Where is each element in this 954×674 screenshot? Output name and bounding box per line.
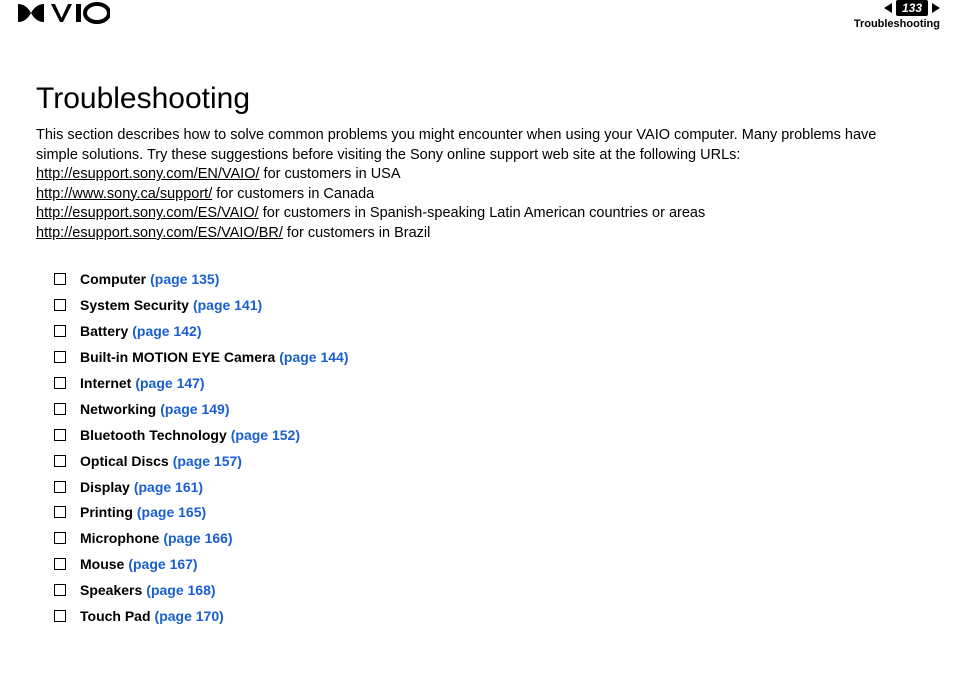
list-item: Computer(page 135) <box>54 267 918 293</box>
list-item: System Security(page 141) <box>54 293 918 319</box>
bullet-icon <box>54 481 66 493</box>
page-number-badge: 133 <box>896 0 928 16</box>
topic-label: Bluetooth Technology <box>80 423 227 449</box>
support-link-usa-suffix: for customers in USA <box>260 166 401 182</box>
bullet-icon <box>54 455 66 467</box>
page-title: Troubleshooting <box>36 82 918 116</box>
topics-list: Computer(page 135) System Security(page … <box>54 267 918 629</box>
bullet-icon <box>54 325 66 337</box>
bullet-icon <box>54 532 66 544</box>
bullet-icon <box>54 299 66 311</box>
bullet-icon <box>54 429 66 441</box>
bullet-icon <box>54 273 66 285</box>
topic-page-ref[interactable]: (page 170) <box>155 604 224 630</box>
page-header: 133 Troubleshooting <box>0 0 954 34</box>
topic-label: Mouse <box>80 552 124 578</box>
topic-label: Built-in MOTION EYE Camera <box>80 345 275 371</box>
support-link-canada-suffix: for customers in Canada <box>212 186 374 202</box>
topic-label: System Security <box>80 293 189 319</box>
list-item: Internet(page 147) <box>54 371 918 397</box>
list-item: Networking(page 149) <box>54 397 918 423</box>
list-item: Microphone(page 166) <box>54 526 918 552</box>
topic-label: Internet <box>80 371 131 397</box>
list-item: Built-in MOTION EYE Camera(page 144) <box>54 345 918 371</box>
vaio-logo-svg <box>18 2 110 24</box>
vaio-logo <box>18 2 110 29</box>
prev-page-arrow-icon[interactable] <box>884 3 892 13</box>
intro-text: This section describes how to solve comm… <box>36 127 876 163</box>
topic-page-ref[interactable]: (page 142) <box>132 319 201 345</box>
list-item: Mouse(page 167) <box>54 552 918 578</box>
topic-page-ref[interactable]: (page 167) <box>128 552 197 578</box>
support-link-brazil[interactable]: http://esupport.sony.com/ES/VAIO/BR/ <box>36 225 283 241</box>
list-item: Optical Discs(page 157) <box>54 449 918 475</box>
bullet-icon <box>54 584 66 596</box>
bullet-icon <box>54 377 66 389</box>
bullet-icon <box>54 403 66 415</box>
topic-page-ref[interactable]: (page 152) <box>231 423 300 449</box>
list-item: Speakers(page 168) <box>54 578 918 604</box>
bullet-icon <box>54 506 66 518</box>
topic-page-ref[interactable]: (page 161) <box>134 475 203 501</box>
topic-label: Microphone <box>80 526 159 552</box>
topic-label: Printing <box>80 500 133 526</box>
support-link-usa[interactable]: http://esupport.sony.com/EN/VAIO/ <box>36 166 260 182</box>
topic-label: Optical Discs <box>80 449 169 475</box>
topic-label: Display <box>80 475 130 501</box>
support-link-brazil-suffix: for customers in Brazil <box>283 225 430 241</box>
topic-label: Speakers <box>80 578 142 604</box>
list-item: Display(page 161) <box>54 475 918 501</box>
topic-page-ref[interactable]: (page 147) <box>135 371 204 397</box>
bullet-icon <box>54 558 66 570</box>
support-link-latam-suffix: for customers in Spanish-speaking Latin … <box>259 205 706 221</box>
topic-label: Computer <box>80 267 146 293</box>
topic-page-ref[interactable]: (page 166) <box>163 526 232 552</box>
topic-label: Touch Pad <box>80 604 151 630</box>
list-item: Printing(page 165) <box>54 500 918 526</box>
topic-page-ref[interactable]: (page 165) <box>137 500 206 526</box>
topic-label: Networking <box>80 397 156 423</box>
list-item: Bluetooth Technology(page 152) <box>54 423 918 449</box>
next-page-arrow-icon[interactable] <box>932 3 940 13</box>
support-link-latam[interactable]: http://esupport.sony.com/ES/VAIO/ <box>36 205 259 221</box>
topic-page-ref[interactable]: (page 149) <box>160 397 229 423</box>
page-nav: 133 Troubleshooting <box>854 0 940 30</box>
topic-page-ref[interactable]: (page 135) <box>150 267 219 293</box>
topic-page-ref[interactable]: (page 144) <box>279 345 348 371</box>
topic-page-ref[interactable]: (page 168) <box>146 578 215 604</box>
topic-page-ref[interactable]: (page 141) <box>193 293 262 319</box>
list-item: Battery(page 142) <box>54 319 918 345</box>
bullet-icon <box>54 610 66 622</box>
section-label: Troubleshooting <box>854 18 940 30</box>
page-content: Troubleshooting This section describes h… <box>0 34 954 630</box>
support-link-canada[interactable]: http://www.sony.ca/support/ <box>36 186 212 202</box>
topic-page-ref[interactable]: (page 157) <box>173 449 242 475</box>
intro-paragraph: This section describes how to solve comm… <box>36 126 918 243</box>
topic-label: Battery <box>80 319 128 345</box>
list-item: Touch Pad(page 170) <box>54 604 918 630</box>
bullet-icon <box>54 351 66 363</box>
